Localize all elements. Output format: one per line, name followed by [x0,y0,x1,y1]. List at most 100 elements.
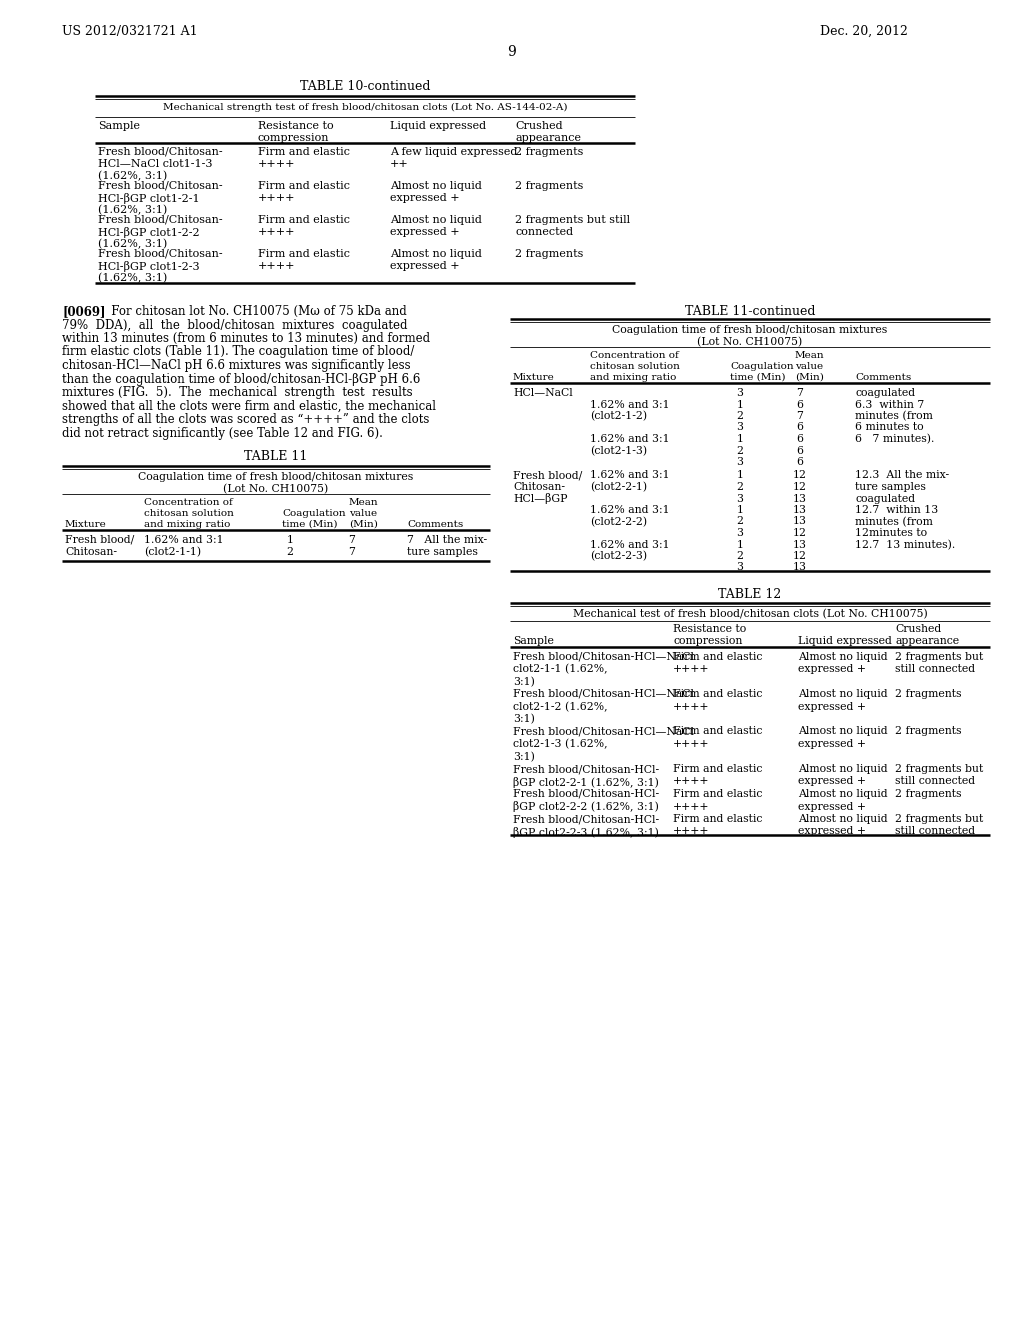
Text: Fresh blood/Chitosan-: Fresh blood/Chitosan- [98,181,222,191]
Text: 3: 3 [736,494,743,503]
Text: HCl-βGP clot1-2-3: HCl-βGP clot1-2-3 [98,261,200,272]
Text: connected: connected [515,227,573,238]
Text: (Lot No. CH10075): (Lot No. CH10075) [223,484,329,494]
Text: 3:1): 3:1) [513,751,535,762]
Text: 2 fragments but: 2 fragments but [895,652,983,661]
Text: time (Min): time (Min) [282,520,338,529]
Text: Firm and elastic: Firm and elastic [673,689,763,700]
Text: 2 fragments: 2 fragments [515,147,584,157]
Text: Fresh blood/Chitosan-HCl-: Fresh blood/Chitosan-HCl- [513,814,659,824]
Text: 2: 2 [736,482,743,492]
Text: coagulated: coagulated [855,494,915,503]
Text: chitosan solution: chitosan solution [144,510,233,517]
Text: 2 fragments but: 2 fragments but [895,814,983,824]
Text: Fresh blood/Chitosan-: Fresh blood/Chitosan- [98,147,222,157]
Text: Mean: Mean [795,351,824,360]
Text: clot2-1-1 (1.62%,: clot2-1-1 (1.62%, [513,664,607,675]
Text: ture samples: ture samples [855,482,926,492]
Text: still connected: still connected [895,826,975,837]
Text: expressed +: expressed + [390,227,460,238]
Text: Firm and elastic: Firm and elastic [258,249,350,259]
Text: expressed +: expressed + [798,664,866,675]
Text: Mixture: Mixture [65,520,106,529]
Text: Almost no liquid: Almost no liquid [390,215,482,224]
Text: 2 fragments: 2 fragments [895,789,962,799]
Text: 6.3  within 7: 6.3 within 7 [855,400,925,409]
Text: 7   All the mix-: 7 All the mix- [407,535,487,545]
Text: expressed +: expressed + [798,826,866,837]
Text: Firm and elastic: Firm and elastic [258,147,350,157]
Text: HCl—NaCl clot1-1-3: HCl—NaCl clot1-1-3 [98,158,213,169]
Text: 1: 1 [287,535,294,545]
Text: 3: 3 [736,528,743,539]
Text: Chitosan-: Chitosan- [513,482,565,492]
Text: βGP clot2-2-2 (1.62%, 3:1): βGP clot2-2-2 (1.62%, 3:1) [513,801,658,813]
Text: 1.62% and 3:1: 1.62% and 3:1 [590,470,670,480]
Text: 1: 1 [736,506,743,515]
Text: Almost no liquid: Almost no liquid [798,764,888,774]
Text: 12.7  within 13: 12.7 within 13 [855,506,938,515]
Text: TABLE 10-continued: TABLE 10-continued [300,81,430,92]
Text: Sample: Sample [98,121,140,131]
Text: 12.7  13 minutes).: 12.7 13 minutes). [855,540,955,550]
Text: minutes (from: minutes (from [855,516,933,527]
Text: (1.62%, 3:1): (1.62%, 3:1) [98,205,167,215]
Text: Mixture: Mixture [513,374,555,381]
Text: Comments: Comments [855,374,911,381]
Text: ++++: ++++ [258,158,296,169]
Text: expressed +: expressed + [390,193,460,203]
Text: Firm and elastic: Firm and elastic [673,652,763,661]
Text: TABLE 12: TABLE 12 [719,589,781,602]
Text: 12: 12 [793,482,807,492]
Text: expressed +: expressed + [798,739,866,748]
Text: (Min): (Min) [795,374,824,381]
Text: 12minutes to: 12minutes to [855,528,927,539]
Text: 2 fragments but still: 2 fragments but still [515,215,630,224]
Text: Mean: Mean [349,498,379,507]
Text: Fresh blood/Chitosan-HCl-: Fresh blood/Chitosan-HCl- [513,789,659,799]
Text: (1.62%, 3:1): (1.62%, 3:1) [98,172,167,181]
Text: mixtures (FIG.  5).  The  mechanical  strength  test  results: mixtures (FIG. 5). The mechanical streng… [62,385,413,399]
Text: appearance: appearance [515,133,581,143]
Text: and mixing ratio: and mixing ratio [144,520,230,529]
Text: Fresh blood/Chitosan-HCl-: Fresh blood/Chitosan-HCl- [513,764,659,774]
Text: 13: 13 [793,516,807,527]
Text: Liquid expressed: Liquid expressed [390,121,486,131]
Text: Fresh blood/Chitosan-: Fresh blood/Chitosan- [98,249,222,259]
Text: ++++: ++++ [673,664,710,675]
Text: within 13 minutes (from 6 minutes to 13 minutes) and formed: within 13 minutes (from 6 minutes to 13 … [62,333,430,345]
Text: ++++: ++++ [673,739,710,748]
Text: 3: 3 [736,388,743,399]
Text: (clot2-1-3): (clot2-1-3) [590,446,647,455]
Text: and mixing ratio: and mixing ratio [590,374,677,381]
Text: 7: 7 [348,546,355,557]
Text: Concentration of: Concentration of [590,351,679,360]
Text: expressed +: expressed + [798,701,866,711]
Text: Almost no liquid: Almost no liquid [798,726,888,737]
Text: 6: 6 [797,446,804,455]
Text: Almost no liquid: Almost no liquid [390,181,482,191]
Text: 3: 3 [736,422,743,433]
Text: A few liquid expressed: A few liquid expressed [390,147,517,157]
Text: 13: 13 [793,506,807,515]
Text: TABLE 11-continued: TABLE 11-continued [685,305,815,318]
Text: Fresh blood/Chitosan-HCl—NaCl: Fresh blood/Chitosan-HCl—NaCl [513,689,694,700]
Text: 3:1): 3:1) [513,714,535,725]
Text: 6: 6 [797,457,804,467]
Text: 7: 7 [797,411,804,421]
Text: value: value [349,510,377,517]
Text: (Lot No. CH10075): (Lot No. CH10075) [697,337,803,347]
Text: Firm and elastic: Firm and elastic [258,215,350,224]
Text: 2 fragments but: 2 fragments but [895,764,983,774]
Text: βGP clot2-2-1 (1.62%, 3:1): βGP clot2-2-1 (1.62%, 3:1) [513,776,658,788]
Text: expressed +: expressed + [798,801,866,812]
Text: 13: 13 [793,494,807,503]
Text: clot2-1-3 (1.62%,: clot2-1-3 (1.62%, [513,739,607,750]
Text: coagulated: coagulated [855,388,915,399]
Text: still connected: still connected [895,776,975,787]
Text: Fresh blood/Chitosan-: Fresh blood/Chitosan- [98,215,222,224]
Text: ++++: ++++ [258,227,296,238]
Text: 3: 3 [736,562,743,573]
Text: 2: 2 [736,516,743,527]
Text: 1.62% and 3:1: 1.62% and 3:1 [590,540,670,549]
